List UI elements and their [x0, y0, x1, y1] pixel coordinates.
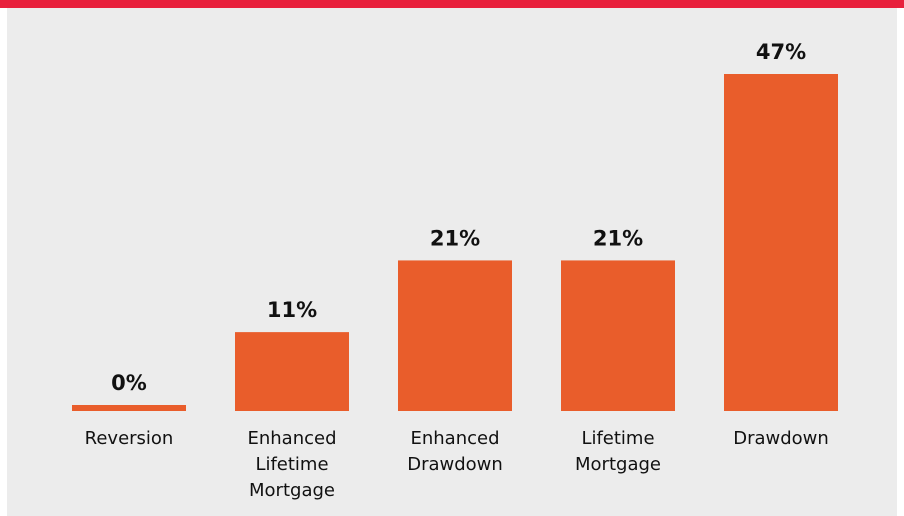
category-label-line: Mortgage	[249, 480, 335, 501]
category-label-enhanced-lifetime-mortgage: Enhanced Lifetime Mortgage	[247, 428, 336, 501]
category-label-reversion: Reversion	[85, 428, 174, 449]
category-label-line: Drawdown	[733, 428, 829, 449]
category-label-line: Enhanced	[247, 428, 336, 449]
category-label-drawdown: Drawdown	[733, 428, 829, 449]
bar-lifetime-mortgage	[561, 260, 675, 411]
value-label-reversion: 0%	[111, 371, 147, 395]
category-label-line: Reversion	[85, 428, 174, 449]
bar-enhanced-drawdown	[398, 260, 512, 411]
category-label-line: Mortgage	[575, 454, 661, 475]
category-label-line: Lifetime	[255, 454, 328, 475]
category-label-lifetime-mortgage: Lifetime Mortgage	[575, 428, 661, 475]
category-label-line: Drawdown	[407, 454, 503, 475]
category-label-line: Enhanced	[410, 428, 499, 449]
value-label-drawdown: 47%	[756, 40, 806, 64]
category-label-line: Lifetime	[581, 428, 654, 449]
bars-group	[72, 74, 838, 411]
bar-reversion	[72, 405, 186, 411]
category-label-enhanced-drawdown: Enhanced Drawdown	[407, 428, 503, 475]
value-label-enhanced-drawdown: 21%	[430, 226, 480, 250]
value-label-enhanced-lifetime-mortgage: 11%	[267, 298, 317, 322]
value-labels-group: 0% 11% 21% 21% 47%	[111, 40, 806, 395]
category-labels-group: Reversion Enhanced Lifetime MortgageEnhance…	[85, 428, 829, 501]
bar-drawdown	[724, 74, 838, 411]
value-label-lifetime-mortgage: 21%	[593, 226, 643, 250]
top-accent-bar	[0, 0, 904, 8]
bar-enhanced-lifetime-mortgage	[235, 332, 349, 411]
